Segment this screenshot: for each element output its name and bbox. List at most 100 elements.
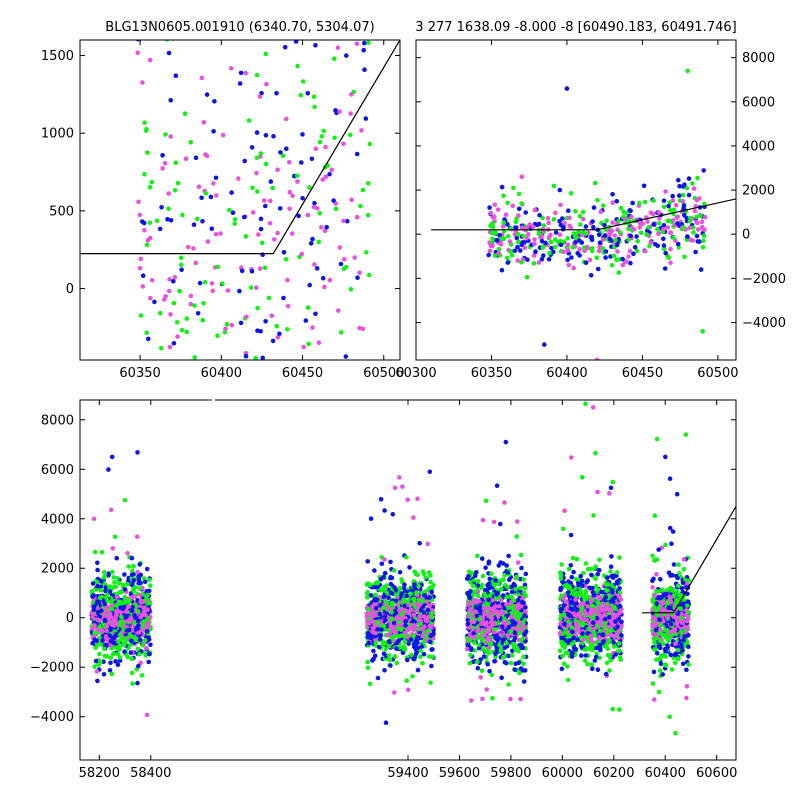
data-point [355, 275, 360, 281]
data-point [605, 646, 611, 651]
data-point [475, 627, 481, 633]
data-point [152, 466, 157, 471]
data-point [566, 566, 572, 572]
data-point [601, 203, 606, 208]
data-point [313, 43, 318, 48]
data-point [254, 155, 260, 161]
data-point [181, 417, 186, 422]
data-point [516, 239, 521, 245]
data-point [163, 132, 168, 137]
data-point [477, 604, 483, 610]
data-point [131, 563, 136, 569]
data-point [521, 679, 527, 684]
data-point [523, 210, 528, 215]
data-point [114, 594, 120, 600]
data-point [213, 231, 219, 237]
data-point [510, 648, 515, 654]
data-point [578, 589, 584, 595]
data-point [698, 213, 703, 219]
data-point [661, 243, 667, 248]
data-point [184, 408, 189, 413]
data-point [473, 573, 478, 579]
data-point [277, 331, 282, 337]
data-point [214, 193, 219, 198]
data-point [503, 212, 509, 218]
data-point [513, 586, 518, 592]
data-point [518, 585, 523, 591]
data-point [366, 607, 372, 612]
data-point [329, 167, 335, 173]
data-point [360, 187, 366, 193]
data-point [267, 221, 273, 226]
data-point [628, 233, 633, 239]
data-point [104, 654, 109, 659]
data-point [137, 637, 143, 642]
data-point [243, 70, 248, 76]
data-point [505, 585, 511, 590]
data-point [668, 230, 673, 235]
data-point [106, 467, 111, 472]
data-point [117, 655, 123, 660]
data-point [124, 581, 130, 587]
data-point [282, 44, 288, 50]
data-point [411, 623, 417, 628]
data-point [144, 712, 150, 718]
data-point [255, 305, 260, 311]
data-point [295, 173, 300, 179]
data-point [684, 185, 690, 191]
data-point [253, 355, 258, 360]
data-point [472, 597, 478, 603]
data-point [579, 641, 585, 647]
data-point [185, 244, 191, 250]
data-point [607, 594, 612, 599]
data-point [617, 593, 622, 599]
data-point [205, 239, 211, 244]
data-point [475, 659, 480, 664]
data-point [183, 156, 189, 162]
data-point [416, 583, 422, 589]
data-point [663, 189, 668, 194]
data-point [499, 184, 505, 190]
data-point [670, 193, 675, 199]
data-point [392, 585, 397, 590]
data-point [387, 657, 393, 663]
data-point [375, 620, 381, 626]
data-point [129, 582, 135, 588]
data-point [269, 313, 275, 319]
y-tick-label: 8000 [742, 51, 775, 66]
data-point [348, 111, 353, 116]
data-point [609, 627, 614, 633]
data-point [315, 206, 320, 211]
data-point [429, 607, 434, 613]
data-point [394, 641, 400, 646]
data-point [407, 565, 412, 570]
x-tick-label: 60300 [395, 366, 436, 381]
data-point [147, 577, 152, 583]
data-point [643, 248, 648, 254]
data-point [492, 253, 498, 258]
data-point [502, 500, 507, 505]
data-point [420, 633, 426, 639]
data-point [611, 253, 617, 259]
data-point [504, 640, 509, 646]
data-point [505, 594, 510, 600]
data-point [194, 456, 199, 461]
data-point [142, 579, 148, 585]
data-point [254, 189, 260, 194]
data-point [610, 200, 615, 205]
data-point [138, 592, 143, 598]
data-point [522, 668, 528, 673]
data-point [477, 616, 482, 622]
data-point [568, 225, 573, 230]
data-point [418, 607, 424, 613]
data-point [314, 266, 320, 271]
data-point [558, 607, 564, 612]
data-point [382, 557, 387, 562]
data-point [422, 589, 428, 594]
data-point [676, 177, 681, 183]
data-point [595, 489, 600, 495]
data-point [475, 593, 481, 599]
data-point [257, 482, 262, 487]
data-point [138, 614, 143, 620]
data-point [607, 653, 612, 659]
